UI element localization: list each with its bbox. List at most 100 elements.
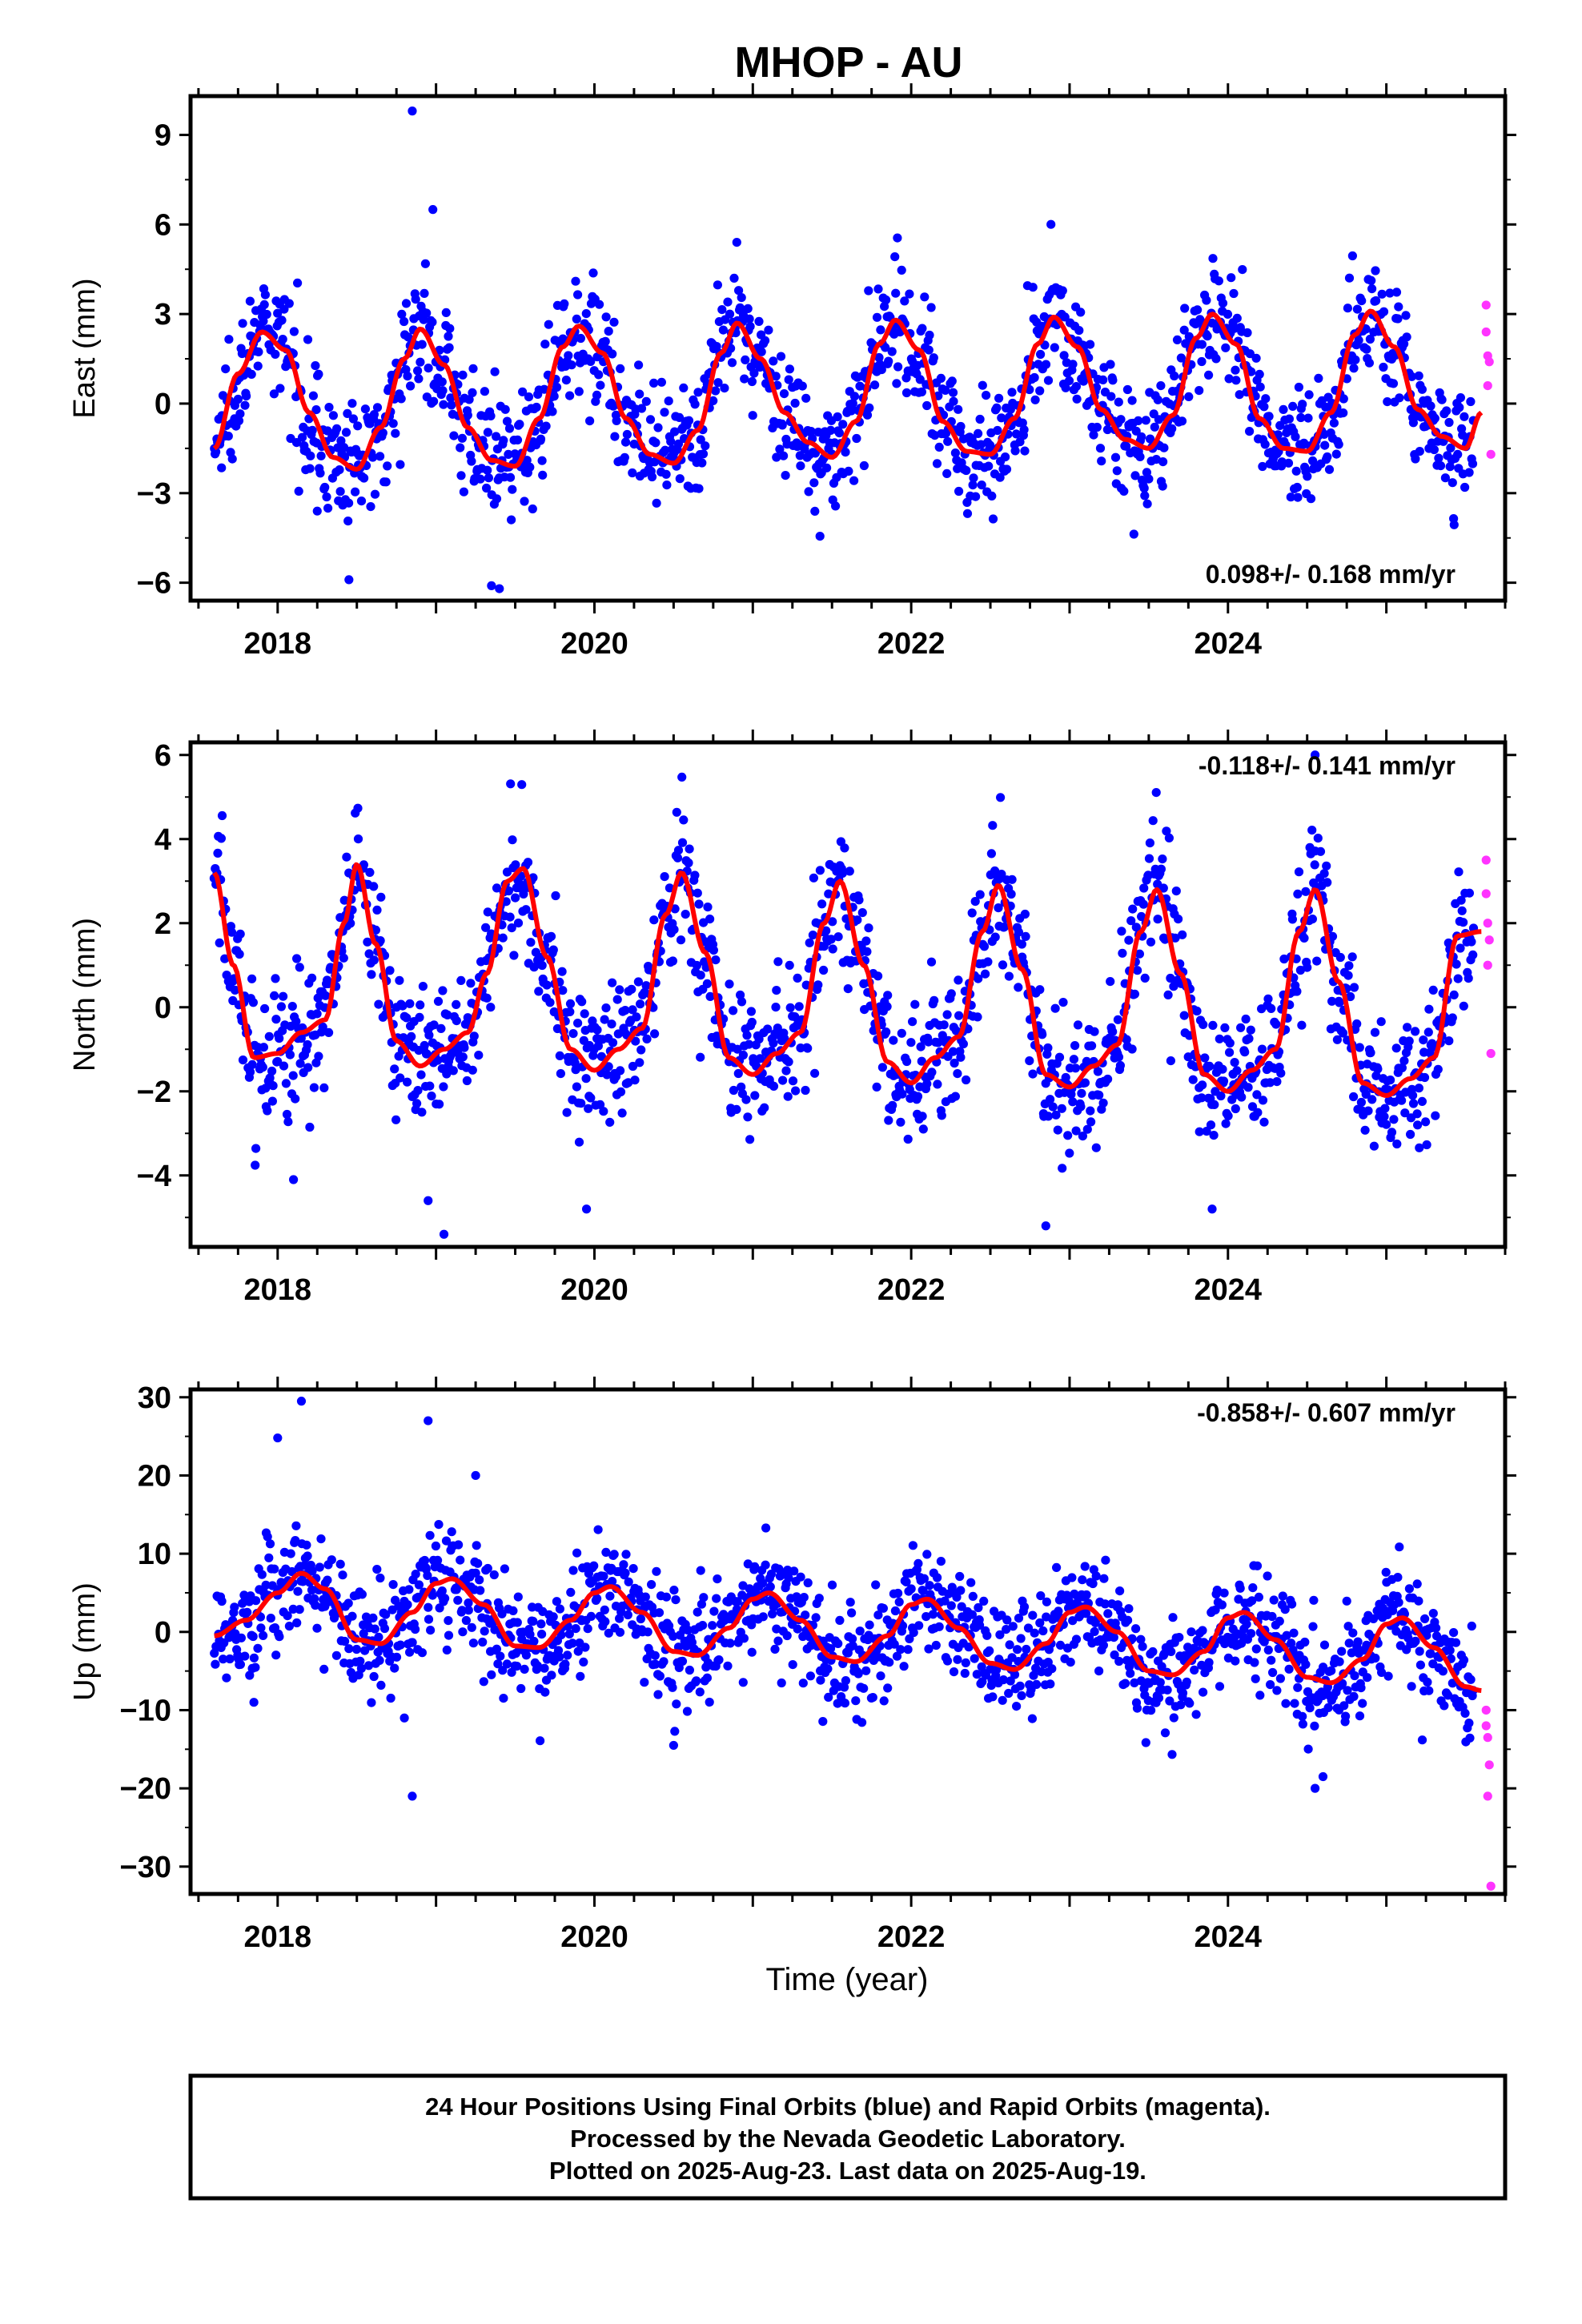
final-orbit-point (1021, 931, 1030, 941)
final-orbit-point (1017, 1691, 1026, 1700)
final-orbit-point (1362, 344, 1371, 354)
final-orbit-point (548, 945, 558, 955)
final-orbit-point (1164, 833, 1174, 842)
final-orbit-point (933, 1573, 942, 1582)
rapid-orbit-point (1481, 889, 1491, 899)
final-orbit-point (452, 1585, 461, 1594)
final-orbit-point (628, 1005, 637, 1015)
final-orbit-point (324, 403, 334, 412)
final-orbit-point (1063, 1131, 1073, 1140)
final-orbit-point (256, 1623, 266, 1633)
final-orbit-point (1391, 1043, 1401, 1053)
final-orbit-point (1402, 332, 1411, 342)
final-orbit-point (1035, 386, 1045, 396)
final-orbit-point (498, 1666, 508, 1675)
final-orbit-point (1100, 1599, 1110, 1609)
final-orbit-point (365, 867, 375, 877)
final-orbit-point (567, 360, 576, 370)
final-orbit-point (785, 364, 795, 374)
final-orbit-point (1223, 1653, 1233, 1663)
final-orbit-point (897, 265, 906, 275)
final-orbit-point (460, 1043, 469, 1052)
final-orbit-point (872, 1082, 881, 1092)
final-orbit-point (901, 388, 912, 398)
final-orbit-point (852, 433, 861, 444)
final-orbit-point (649, 915, 659, 925)
final-orbit-point (273, 1056, 283, 1067)
plot-frame (188, 1387, 1508, 1896)
final-orbit-point (513, 1592, 523, 1602)
final-orbit-point (826, 425, 836, 436)
chart-title: MHOP - AU (734, 38, 962, 86)
final-orbit-point (370, 489, 380, 499)
final-orbit-point (1394, 302, 1403, 312)
final-orbit-point (565, 1007, 575, 1016)
final-orbit-point (1172, 335, 1182, 344)
final-orbit-point (316, 451, 326, 460)
final-orbit-point (780, 1034, 789, 1043)
final-orbit-point (934, 1038, 943, 1047)
final-orbit-point (633, 977, 644, 987)
final-orbit-point (1307, 826, 1317, 835)
final-orbit-point (279, 1061, 289, 1071)
final-orbit-point (729, 273, 739, 283)
final-orbit-point (276, 1002, 286, 1011)
final-orbit-point (396, 1073, 405, 1083)
final-orbit-point (471, 1568, 480, 1578)
final-orbit-point (865, 403, 874, 412)
final-orbit-point (1298, 400, 1307, 409)
final-orbit-point (452, 1016, 461, 1026)
final-orbit-point (661, 445, 670, 455)
final-orbit-point (862, 947, 872, 956)
final-orbit-point (897, 1028, 906, 1038)
final-orbit-point (400, 1713, 409, 1723)
final-orbit-point (1439, 1701, 1449, 1711)
final-orbit-point (652, 498, 661, 508)
final-orbit-point (338, 1570, 347, 1580)
final-orbit-point (1078, 1132, 1087, 1141)
final-orbit-point (1210, 1100, 1219, 1109)
final-orbit-point (398, 1001, 408, 1011)
final-orbit-point (1339, 1701, 1349, 1711)
final-orbit-point (1319, 869, 1329, 879)
final-orbit-point (540, 1687, 550, 1697)
final-orbit-point (809, 478, 819, 488)
final-orbit-point (372, 1565, 382, 1574)
final-orbit-point (482, 993, 492, 1003)
final-orbit-point (311, 1600, 320, 1610)
final-orbit-point (607, 1019, 616, 1029)
final-orbit-point (1377, 289, 1387, 299)
final-orbit-point (897, 1089, 907, 1099)
final-orbit-point (1020, 909, 1030, 919)
final-orbit-point (1464, 468, 1474, 477)
model-fit-line (214, 1570, 1482, 1693)
final-orbit-point (1314, 373, 1323, 383)
final-orbit-point (413, 366, 423, 376)
final-orbit-point (1006, 889, 1016, 899)
final-orbit-point (424, 1031, 434, 1040)
final-orbit-point (1280, 1605, 1290, 1614)
final-orbit-point (703, 903, 713, 912)
final-orbit-point (801, 1085, 810, 1096)
final-orbit-point (1036, 349, 1046, 360)
final-orbit-point (278, 335, 287, 344)
final-orbit-points (209, 750, 1479, 1239)
final-orbit-point (227, 454, 237, 464)
final-orbit-point (968, 480, 978, 490)
final-orbit-point (424, 364, 433, 373)
final-orbit-point (1038, 1626, 1048, 1636)
final-orbit-point (1221, 1119, 1231, 1128)
final-orbit-point (1219, 1588, 1229, 1598)
final-orbit-point (291, 1094, 300, 1104)
final-orbit-point (1298, 1719, 1307, 1729)
final-orbit-point (669, 1740, 678, 1751)
final-orbit-point (1430, 413, 1439, 424)
final-orbit-point (1114, 1052, 1124, 1062)
final-orbit-point (405, 381, 416, 391)
final-orbit-point (986, 440, 995, 450)
final-orbit-point (266, 1614, 275, 1623)
final-orbit-point (552, 1597, 562, 1606)
final-orbit-point (803, 1043, 813, 1053)
final-orbit-point (871, 1580, 881, 1590)
